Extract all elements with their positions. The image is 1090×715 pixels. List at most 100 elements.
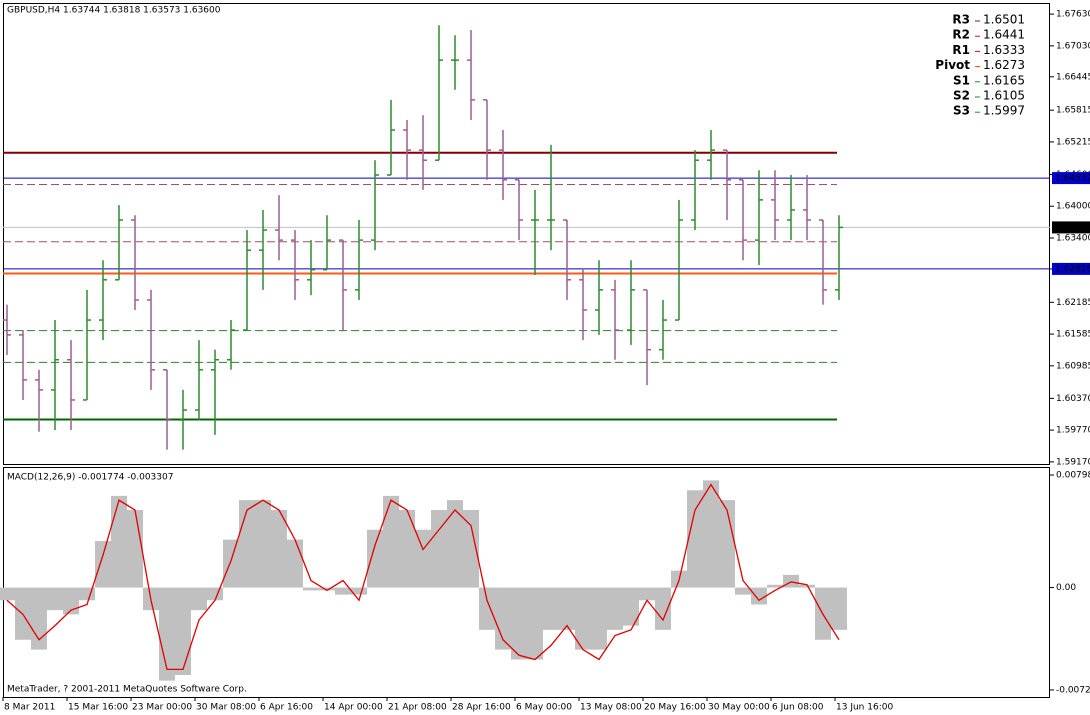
macd-bar — [287, 539, 303, 588]
macd-bar — [399, 510, 415, 588]
level-value: 1.6441 — [983, 28, 1025, 42]
macd-bar — [687, 490, 703, 588]
level-value: 1.6501 — [983, 13, 1025, 27]
y-tick-label: 1.66445 — [1056, 72, 1090, 82]
level-name: R3 — [952, 13, 970, 27]
macd-bar — [175, 587, 191, 676]
copyright: MetaTrader, ? 2001-2011 MetaQuotes Softw… — [7, 685, 247, 695]
macd-bar — [271, 510, 287, 588]
price-label-box — [1052, 172, 1090, 185]
macd-bar — [255, 500, 271, 588]
level-name: Pivot — [935, 58, 970, 72]
macd-bar — [335, 587, 351, 595]
y-tick-label: -0.00726 — [1056, 685, 1090, 695]
macd-bar — [751, 587, 767, 605]
y-tick-label: 1.65215 — [1056, 137, 1090, 147]
x-tick-label: 6 Apr 16:00 — [260, 703, 313, 713]
level-name: R2 — [952, 28, 970, 42]
y-tick-label: 0.00 — [1056, 583, 1076, 593]
x-tick-label: 6 May 00:00 — [516, 703, 572, 713]
macd-bar — [223, 539, 239, 588]
macd-bar — [831, 587, 847, 630]
y-tick-label: 1.62185 — [1056, 298, 1090, 308]
y-tick-label: 1.63400 — [1056, 233, 1090, 243]
macd-bar — [319, 587, 335, 591]
macd-bar — [351, 587, 367, 595]
level-value: 1.6165 — [983, 73, 1025, 87]
price-label: 1.64532 — [1055, 174, 1090, 184]
macd-layer: 0.00798 0.00 -0.00726 — [0, 471, 1090, 695]
x-tick-label: 23 Mar 00:00 — [132, 703, 192, 713]
macd-bar — [367, 529, 383, 588]
macd-bar — [0, 587, 15, 601]
macd-bar — [63, 587, 79, 615]
macd-bar — [527, 587, 543, 660]
y-tick-label: 1.59770 — [1056, 426, 1090, 436]
macd-bar — [207, 587, 223, 601]
level-value: 1.6105 — [983, 89, 1025, 103]
macd-bar — [159, 587, 175, 681]
macd-bar — [607, 587, 623, 630]
macd-bar — [95, 541, 111, 588]
macd-bar — [623, 587, 639, 626]
macd-bar — [719, 500, 735, 588]
level-name: R1 — [952, 43, 970, 57]
x-tick-label: 30 May 00:00 — [708, 703, 770, 713]
macd-bar — [47, 587, 63, 611]
macd-bar — [783, 574, 799, 588]
level-value: 1.6333 — [983, 43, 1025, 57]
macd-bar — [735, 587, 751, 595]
x-tick-label: 15 Mar 16:00 — [68, 703, 128, 713]
price-pane — [3, 3, 1050, 465]
x-tick-label: 8 Mar 2011 — [4, 703, 55, 713]
macd-bar — [415, 529, 431, 588]
macd-bar — [79, 587, 95, 601]
price-label: 1.63600 — [1055, 223, 1090, 233]
macd-bar — [575, 587, 591, 650]
x-tick-label: 20 May 16:00 — [644, 703, 706, 713]
y-tick-label: 0.00798 — [1056, 471, 1090, 481]
x-tick-label: 13 May 08:00 — [580, 703, 642, 713]
macd-bar — [111, 495, 127, 588]
x-tick-label: 6 Jun 08:00 — [772, 703, 824, 713]
price-layer: 1.676301.670301.664451.658151.652151.646… — [2, 10, 1090, 713]
x-tick-label: 14 Apr 00:00 — [324, 703, 383, 713]
price-label-box — [1052, 262, 1090, 275]
x-tick-label: 30 Mar 08:00 — [196, 703, 256, 713]
macd-bar — [303, 587, 319, 591]
macd-bar — [591, 587, 607, 650]
macd-bar — [543, 587, 559, 630]
level-value: 1.6273 — [983, 58, 1025, 72]
macd-bar — [127, 510, 143, 588]
macd-bar — [639, 587, 655, 601]
macd-bar — [703, 480, 719, 588]
y-tick-label: 1.67030 — [1056, 41, 1090, 51]
macd-pane — [3, 467, 1050, 698]
macd-bar — [383, 495, 399, 588]
x-tick-label: 28 Apr 16:00 — [452, 703, 511, 713]
macd-bar — [447, 500, 463, 588]
y-tick-label: 1.67630 — [1056, 10, 1090, 20]
macd-bar — [463, 510, 479, 588]
macd-bar — [495, 587, 511, 650]
macd-bar — [767, 584, 783, 588]
y-tick-label: 1.61585 — [1056, 330, 1090, 340]
level-name: S1 — [953, 73, 970, 87]
x-tick-label: 21 Apr 08:00 — [388, 703, 447, 713]
macd-bar — [559, 587, 575, 630]
macd-bar — [799, 584, 815, 588]
macd-bar — [479, 587, 495, 630]
macd-bar — [431, 510, 447, 588]
macd-bar — [191, 587, 207, 611]
macd-title: MACD(12,26,9) -0.001774 -0.003307 — [7, 473, 173, 483]
y-tick-label: 1.60985 — [1056, 361, 1090, 371]
y-tick-label: 1.59170 — [1056, 457, 1090, 467]
x-tick-label: 13 Jun 16:00 — [836, 703, 893, 713]
level-name: S3 — [953, 104, 970, 118]
level-name: S2 — [953, 89, 970, 103]
macd-bar — [511, 587, 527, 660]
y-tick-label: 1.64000 — [1056, 202, 1090, 212]
price-label-box — [1052, 221, 1090, 234]
chart-title: GBPUSD,H4 1.63744 1.63818 1.63573 1.6360… — [7, 6, 221, 16]
